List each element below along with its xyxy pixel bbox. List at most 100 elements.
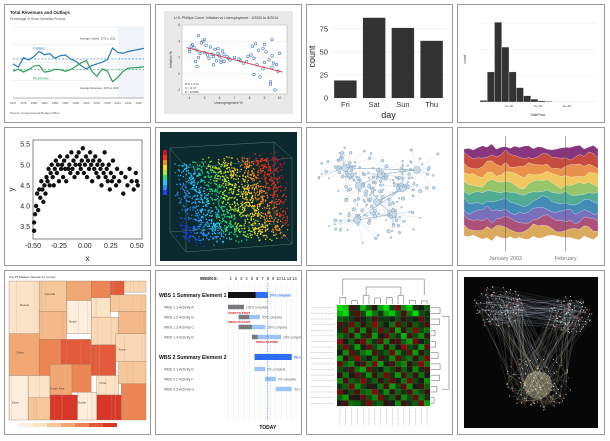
scatter-point bbox=[264, 165, 267, 168]
scatter-point bbox=[247, 201, 249, 203]
scatter-point bbox=[200, 197, 202, 199]
heatmap-cell bbox=[354, 305, 361, 311]
scatter-point bbox=[186, 232, 188, 234]
scatter-point bbox=[263, 234, 266, 237]
data-point bbox=[43, 191, 48, 196]
network-node bbox=[517, 295, 519, 297]
scatter-point bbox=[253, 213, 256, 216]
scatter-point bbox=[246, 181, 248, 184]
scatter-point bbox=[192, 235, 194, 237]
network-node bbox=[356, 222, 360, 226]
scatter-point bbox=[273, 219, 275, 221]
scatter-point bbox=[249, 233, 251, 235]
network-node bbox=[370, 190, 375, 195]
scatter-point bbox=[236, 236, 238, 238]
scatter-point bbox=[269, 202, 271, 204]
scatter-point bbox=[215, 235, 218, 238]
scatter-point bbox=[215, 166, 217, 169]
scatter-point bbox=[230, 209, 232, 211]
network-node bbox=[557, 299, 559, 301]
scatter-point bbox=[238, 228, 240, 230]
scatter-point bbox=[247, 184, 249, 186]
scatter-point bbox=[209, 228, 212, 230]
scatter-point bbox=[179, 225, 182, 227]
network-node bbox=[508, 377, 510, 379]
network-node bbox=[375, 177, 378, 180]
scatter-point bbox=[283, 193, 285, 196]
data-point bbox=[31, 220, 37, 225]
network-node bbox=[392, 222, 395, 225]
scatter-point bbox=[234, 223, 236, 225]
data-point bbox=[89, 179, 95, 184]
scatter-point bbox=[251, 188, 253, 190]
scatter-point bbox=[214, 223, 217, 226]
scatter-point bbox=[246, 193, 248, 196]
scatter-point bbox=[228, 156, 230, 159]
network-node bbox=[410, 161, 413, 164]
scatter-point bbox=[200, 166, 203, 168]
network-node bbox=[516, 398, 518, 400]
scatter-point bbox=[246, 160, 248, 163]
network-node bbox=[539, 386, 541, 388]
scatter-point bbox=[262, 198, 264, 200]
scatter-point bbox=[244, 176, 247, 178]
heatmap-cell bbox=[412, 310, 419, 317]
network-node bbox=[570, 317, 572, 319]
heatmap-cell bbox=[371, 338, 378, 345]
network-node bbox=[411, 210, 415, 214]
scatter-point bbox=[187, 196, 189, 198]
scatter-point bbox=[282, 202, 284, 205]
network-node bbox=[401, 160, 404, 163]
scatter-point bbox=[267, 211, 269, 213]
treemap-tile bbox=[96, 394, 122, 421]
activity-label: WBS 1.3 Activity C bbox=[164, 326, 194, 330]
scatter-point bbox=[255, 212, 257, 215]
network-node bbox=[495, 324, 497, 326]
heatmap-cell bbox=[337, 389, 343, 395]
scatter-point bbox=[211, 190, 214, 192]
scatter-point bbox=[262, 190, 264, 192]
legend-avg-revenues: Average Revenues, 1972 to 2011 bbox=[80, 86, 119, 90]
scatter-point bbox=[222, 161, 225, 164]
data-point bbox=[252, 56, 256, 60]
scatter-point bbox=[284, 212, 286, 215]
network-node bbox=[378, 189, 382, 194]
heatmap-cell bbox=[342, 305, 349, 311]
scatter-point bbox=[196, 232, 198, 235]
scatter-point bbox=[273, 181, 275, 183]
network-node bbox=[346, 163, 351, 168]
heatmap-cell bbox=[406, 383, 413, 390]
data-point bbox=[31, 228, 37, 233]
scatter-point bbox=[269, 214, 272, 216]
network-node bbox=[357, 189, 361, 193]
scatter-point bbox=[204, 182, 206, 184]
data-point bbox=[34, 191, 40, 196]
today-label: TODAY bbox=[259, 425, 277, 431]
network-node bbox=[568, 306, 570, 308]
scatter-point bbox=[251, 170, 253, 172]
scatter-point bbox=[260, 232, 262, 235]
network-node bbox=[576, 331, 578, 333]
network-node bbox=[541, 377, 543, 379]
scatter-point bbox=[244, 235, 246, 237]
heatmap-cell bbox=[395, 305, 402, 311]
heatmap-cell bbox=[418, 305, 425, 311]
network-node bbox=[556, 392, 558, 394]
network-node bbox=[511, 323, 513, 325]
network-node bbox=[547, 371, 549, 373]
scatter-point bbox=[253, 179, 256, 181]
scatter-point bbox=[180, 187, 182, 190]
scatter-point bbox=[252, 198, 255, 200]
projection-shade bbox=[117, 27, 144, 98]
heatmap-cell bbox=[418, 327, 425, 334]
scatter-point bbox=[267, 212, 269, 215]
scatter-point bbox=[218, 171, 220, 173]
scatter-point bbox=[184, 225, 186, 227]
network-node bbox=[589, 320, 591, 322]
scatter-point bbox=[195, 219, 198, 221]
heatmap-cell bbox=[360, 305, 367, 311]
data-point bbox=[262, 42, 267, 47]
summary-element-label: WBS 1 Summary Element 1 bbox=[159, 293, 227, 299]
network-node bbox=[508, 304, 510, 306]
heatmap-cell bbox=[406, 344, 413, 350]
